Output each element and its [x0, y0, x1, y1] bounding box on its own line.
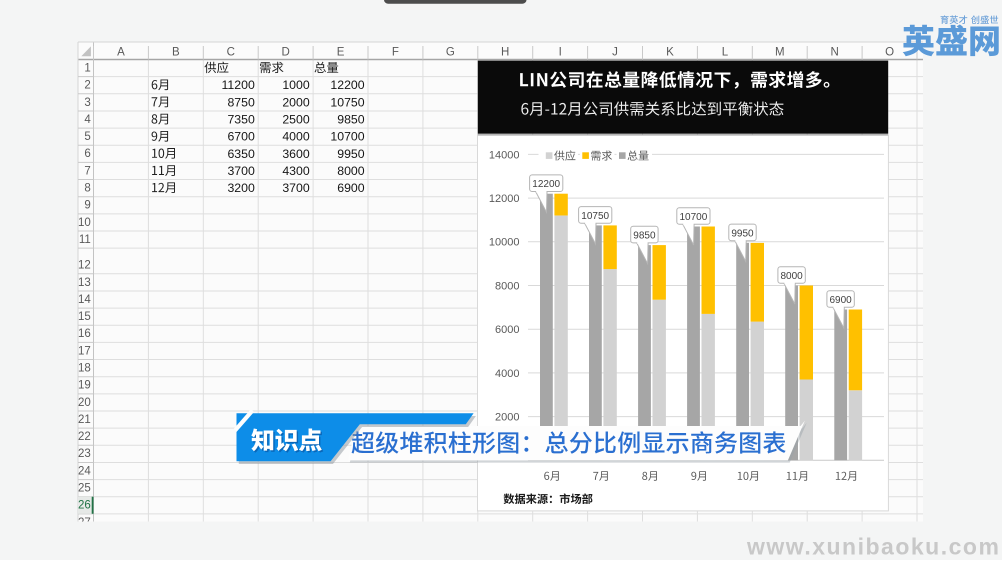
- svg-text:21: 21: [78, 414, 91, 426]
- svg-text:D: D: [281, 46, 289, 58]
- svg-text:4000: 4000: [282, 130, 310, 144]
- svg-text:15: 15: [78, 311, 91, 323]
- svg-text:12200: 12200: [532, 179, 560, 190]
- svg-text:17: 17: [78, 345, 91, 357]
- svg-text:13: 13: [78, 277, 91, 289]
- svg-text:22: 22: [78, 431, 91, 443]
- svg-text:19: 19: [78, 380, 91, 392]
- svg-text:9: 9: [84, 200, 90, 212]
- svg-text:N: N: [830, 46, 838, 58]
- svg-text:B: B: [172, 46, 180, 58]
- svg-text:6: 6: [84, 148, 90, 160]
- svg-text:3200: 3200: [227, 181, 255, 195]
- svg-text:4300: 4300: [282, 164, 310, 178]
- svg-text:H: H: [501, 46, 509, 58]
- svg-text:8: 8: [84, 183, 90, 195]
- svg-text:1: 1: [84, 63, 90, 75]
- svg-text:10750: 10750: [330, 95, 364, 109]
- svg-text:25: 25: [78, 483, 91, 495]
- svg-text:24: 24: [78, 465, 91, 477]
- svg-text:5: 5: [84, 131, 90, 143]
- svg-text:10700: 10700: [330, 130, 364, 144]
- svg-text:I: I: [559, 46, 562, 58]
- svg-text:10750: 10750: [581, 211, 609, 222]
- svg-text:4000: 4000: [495, 368, 519, 380]
- svg-text:2000: 2000: [282, 95, 310, 109]
- svg-text:9850: 9850: [633, 231, 656, 242]
- svg-text:9950: 9950: [337, 147, 365, 161]
- svg-text:1000: 1000: [282, 78, 310, 92]
- svg-text:9850: 9850: [337, 113, 365, 127]
- svg-text:K: K: [666, 46, 674, 58]
- svg-text:18: 18: [78, 363, 91, 375]
- svg-text:M: M: [775, 46, 785, 58]
- svg-text:11200: 11200: [222, 78, 255, 92]
- svg-text:12000: 12000: [489, 193, 520, 205]
- svg-text:8000: 8000: [780, 271, 803, 282]
- svg-text:7350: 7350: [227, 113, 255, 127]
- svg-text:12: 12: [78, 260, 91, 272]
- svg-text:J: J: [612, 46, 618, 58]
- svg-text:A: A: [117, 46, 125, 58]
- svg-text:C: C: [227, 46, 235, 58]
- svg-text:9950: 9950: [731, 228, 754, 239]
- svg-text:6000: 6000: [495, 324, 519, 336]
- svg-text:8000: 8000: [495, 280, 519, 292]
- svg-text:G: G: [446, 46, 455, 58]
- svg-text:3600: 3600: [282, 147, 310, 161]
- svg-text:2: 2: [84, 80, 90, 92]
- svg-text:11: 11: [79, 234, 91, 246]
- svg-text:26: 26: [78, 500, 91, 512]
- svg-text:8750: 8750: [227, 95, 255, 109]
- svg-text:10000: 10000: [489, 237, 520, 249]
- svg-text:3700: 3700: [227, 164, 255, 178]
- svg-text:14000: 14000: [489, 149, 520, 161]
- svg-text:10: 10: [78, 217, 91, 229]
- svg-text:12200: 12200: [330, 78, 364, 92]
- svg-text:6350: 6350: [227, 147, 255, 161]
- svg-text:O: O: [885, 46, 894, 58]
- svg-text:E: E: [337, 46, 345, 58]
- svg-text:www.xunibaoku.com: www.xunibaoku.com: [746, 534, 1000, 560]
- svg-text:16: 16: [78, 328, 91, 340]
- svg-text:6900: 6900: [337, 181, 365, 195]
- svg-text:2000: 2000: [495, 412, 519, 424]
- svg-text:6900: 6900: [829, 295, 852, 306]
- svg-text:4: 4: [84, 114, 91, 126]
- svg-text:2500: 2500: [282, 113, 310, 127]
- svg-text:3: 3: [84, 97, 90, 109]
- svg-text:L: L: [722, 46, 729, 58]
- svg-text:6700: 6700: [227, 130, 255, 144]
- svg-text:7: 7: [84, 165, 90, 177]
- svg-text:3700: 3700: [282, 181, 310, 195]
- svg-text:8000: 8000: [337, 164, 365, 178]
- svg-text:10700: 10700: [679, 212, 707, 223]
- svg-text:14: 14: [78, 294, 91, 306]
- svg-text:23: 23: [78, 448, 91, 460]
- svg-text:20: 20: [78, 397, 91, 409]
- svg-text:F: F: [392, 46, 399, 58]
